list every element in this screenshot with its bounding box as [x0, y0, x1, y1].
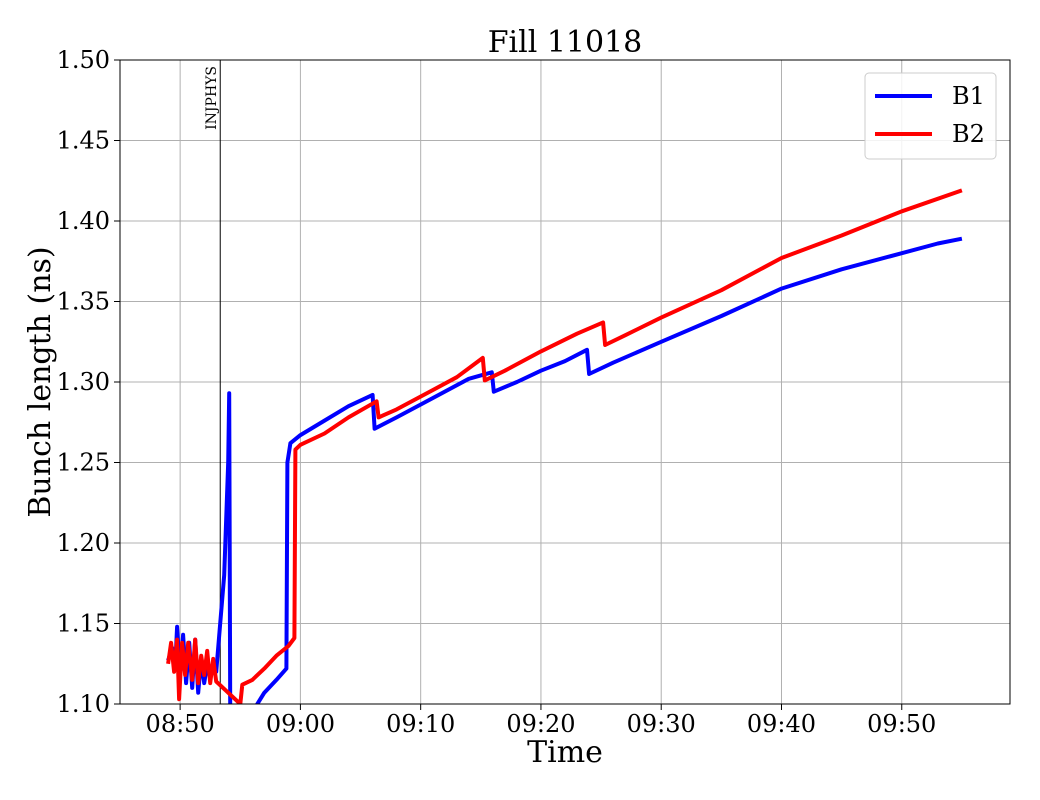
- legend-label-b2: B2: [952, 120, 985, 148]
- y-tick-label: 1.20: [57, 529, 110, 557]
- y-tick-label: 1.45: [57, 127, 110, 155]
- legend-label-b1: B1: [952, 82, 985, 110]
- ticks: 08:50 09:00 09:10 09:20 09:30 09:40 09:50 1.10 1…: [57, 46, 937, 738]
- x-tick-label: 09:40: [747, 710, 816, 738]
- injphys-marker-label: INJPHYS: [204, 66, 220, 130]
- y-tick-label: 1.15: [57, 610, 110, 638]
- y-tick-label: 1.30: [57, 368, 110, 396]
- y-tick-label: 1.50: [57, 46, 110, 74]
- y-tick-label: 1.25: [57, 449, 110, 477]
- series-line-b2: [166, 188, 963, 704]
- x-tick-label: 09:30: [627, 710, 696, 738]
- x-tick-label: 08:50: [146, 710, 215, 738]
- x-tick-label: 09:00: [266, 710, 335, 738]
- y-tick-label: 1.10: [57, 690, 110, 718]
- y-tick-label: 1.40: [57, 207, 110, 235]
- x-axis-label: Time: [527, 735, 603, 770]
- annotations: INJPHYS: [204, 60, 221, 704]
- x-tick-label: 09:20: [506, 710, 575, 738]
- x-tick-label: 09:50: [867, 710, 936, 738]
- series-lines: [166, 188, 963, 704]
- y-tick-label: 1.35: [57, 288, 110, 316]
- x-tick-label: 09:10: [386, 710, 455, 738]
- y-axis-label: Bunch length (ns): [23, 246, 58, 517]
- chart-title: Fill 11018: [488, 25, 643, 60]
